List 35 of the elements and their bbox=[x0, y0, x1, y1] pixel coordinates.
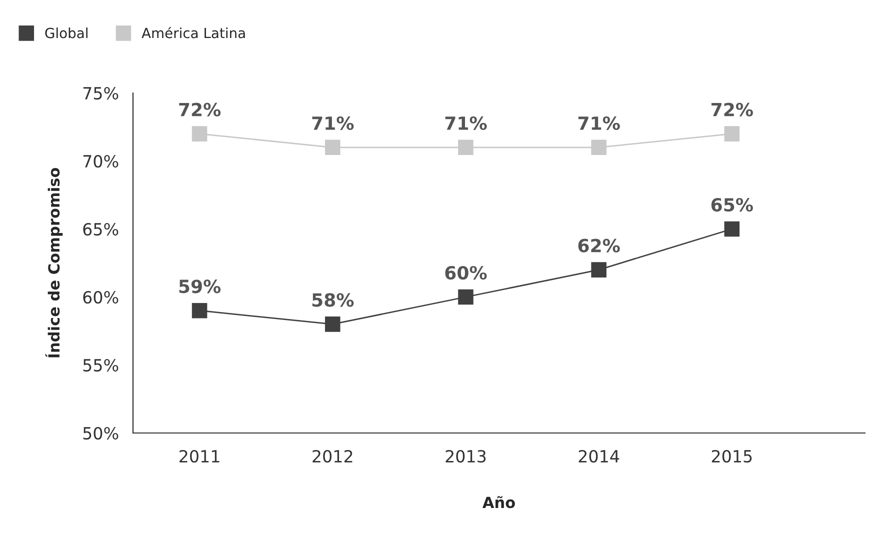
y-axis-title: Índice de Compromiso bbox=[45, 168, 63, 358]
point bbox=[724, 221, 740, 237]
data-label: 62% bbox=[578, 238, 620, 252]
x-tick-label: 2013 bbox=[446, 450, 486, 463]
data-label: 71% bbox=[312, 116, 354, 130]
x-tick-label: 2011 bbox=[180, 450, 220, 463]
x-tick-label: 2015 bbox=[712, 450, 752, 463]
point bbox=[324, 140, 340, 156]
legend-label: América Latina bbox=[142, 26, 245, 38]
y-tick-label: 60% bbox=[83, 290, 118, 304]
data-label: 58% bbox=[312, 293, 354, 307]
x-axis-title: Año bbox=[482, 496, 515, 508]
data-label: 65% bbox=[711, 198, 753, 212]
data-label: 72% bbox=[179, 102, 221, 116]
data-label: 71% bbox=[578, 116, 620, 130]
y-tick-label: 50% bbox=[83, 426, 118, 440]
point bbox=[458, 289, 474, 305]
point bbox=[324, 316, 340, 332]
point bbox=[192, 126, 208, 142]
point bbox=[192, 302, 208, 318]
x-tick-label: 2014 bbox=[578, 450, 620, 463]
point bbox=[458, 140, 474, 156]
point bbox=[591, 262, 606, 278]
x-tick-label: 2012 bbox=[312, 450, 352, 463]
y-tick-label: 75% bbox=[83, 86, 118, 100]
y-tick-label: 70% bbox=[83, 154, 118, 168]
y-tick-label: 65% bbox=[83, 222, 118, 236]
legend-label: Global bbox=[45, 28, 88, 38]
data-label: 72% bbox=[712, 102, 753, 116]
data-label: 59% bbox=[179, 280, 221, 294]
data-label: 60% bbox=[445, 266, 487, 280]
point bbox=[724, 126, 740, 142]
data-label: 71% bbox=[445, 116, 487, 130]
point bbox=[591, 140, 606, 156]
y-tick-label: 55% bbox=[83, 358, 118, 372]
